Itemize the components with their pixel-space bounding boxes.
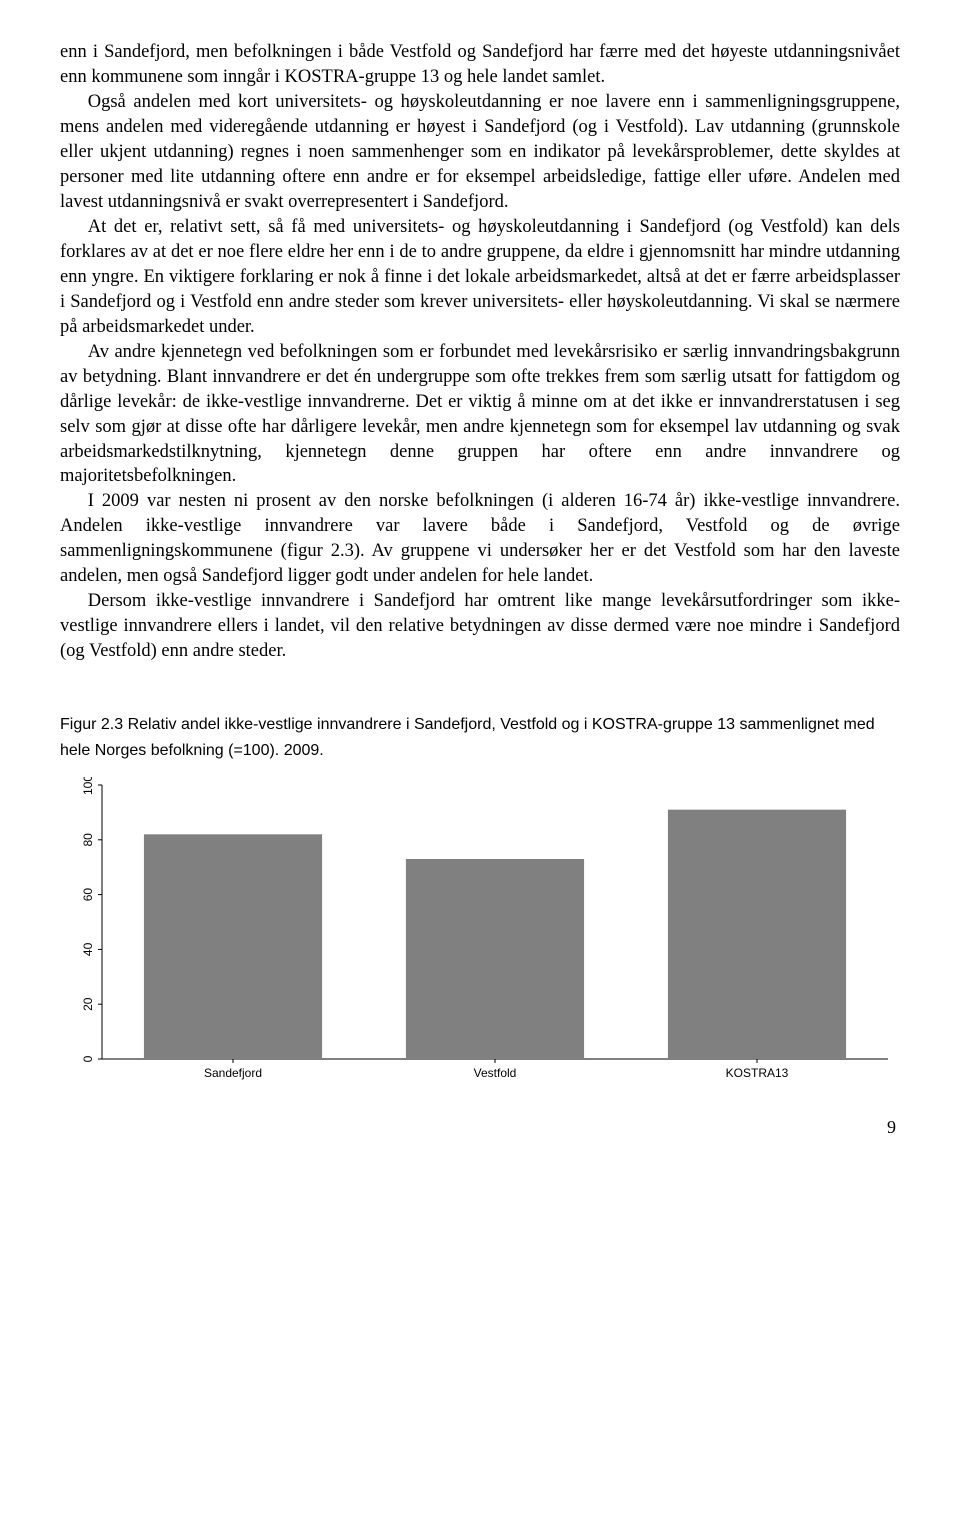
paragraph-2-text: Også andelen med kort universitets- og h… xyxy=(60,92,900,212)
svg-text:0: 0 xyxy=(81,1056,95,1063)
paragraph-5: I 2009 var nesten ni prosent av den nors… xyxy=(60,489,900,589)
paragraph-6-text: Dersom ikke-vestlige innvandrere i Sande… xyxy=(60,591,900,661)
paragraph-1: enn i Sandefjord, men befolkningen i båd… xyxy=(60,40,900,90)
paragraph-3: At det er, relativt sett, så få med univ… xyxy=(60,215,900,340)
page-number: 9 xyxy=(60,1117,900,1138)
paragraph-2: Også andelen med kort universitets- og h… xyxy=(60,90,900,215)
svg-text:40: 40 xyxy=(81,943,95,957)
svg-text:60: 60 xyxy=(81,888,95,902)
paragraph-6: Dersom ikke-vestlige innvandrere i Sande… xyxy=(60,589,900,664)
svg-text:80: 80 xyxy=(81,833,95,847)
svg-text:KOSTRA13: KOSTRA13 xyxy=(726,1066,789,1080)
svg-text:100: 100 xyxy=(81,777,95,795)
svg-text:20: 20 xyxy=(81,998,95,1012)
svg-text:Vestfold: Vestfold xyxy=(474,1066,517,1080)
paragraph-4-text: Av andre kjennetegn ved befolkningen som… xyxy=(60,342,900,487)
bar-chart: 0 20 40 60 80 100 Sandefjord Vestfold KOSTRA13 xyxy=(60,777,900,1087)
svg-text:Sandefjord: Sandefjord xyxy=(204,1066,262,1080)
figure-caption: Figur 2.3 Relativ andel ikke-vestlige in… xyxy=(60,712,900,763)
paragraph-3-text: At det er, relativt sett, så få med univ… xyxy=(60,217,900,337)
paragraph-4: Av andre kjennetegn ved befolkningen som… xyxy=(60,340,900,490)
paragraph-5-text: I 2009 var nesten ni prosent av den nors… xyxy=(60,491,900,586)
